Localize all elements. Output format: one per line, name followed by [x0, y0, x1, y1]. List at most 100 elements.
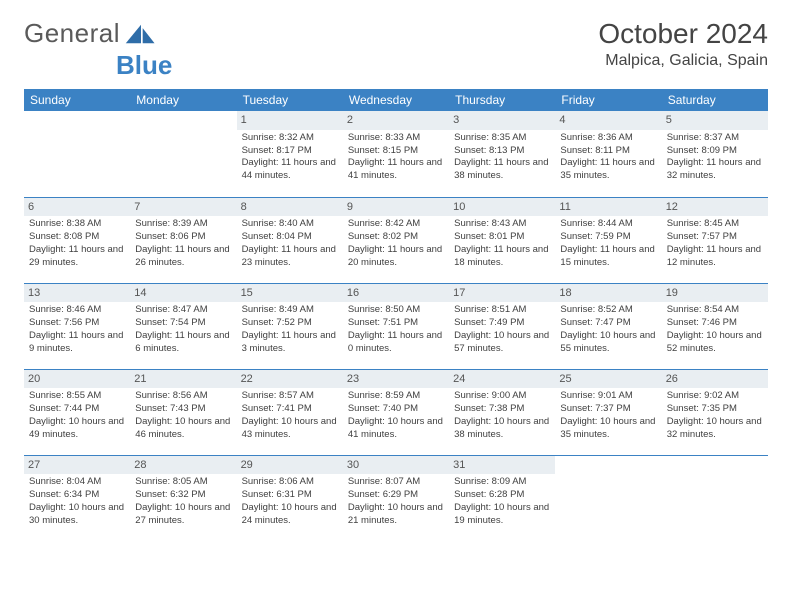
day-details: Sunrise: 9:02 AMSunset: 7:35 PMDaylight:…: [667, 390, 763, 441]
calendar-cell: 30Sunrise: 8:07 AMSunset: 6:29 PMDayligh…: [343, 455, 449, 541]
day-details: Sunrise: 8:40 AMSunset: 8:04 PMDaylight:…: [242, 218, 338, 269]
calendar-cell: 14Sunrise: 8:47 AMSunset: 7:54 PMDayligh…: [130, 283, 236, 369]
day-details: Sunrise: 9:00 AMSunset: 7:38 PMDaylight:…: [454, 390, 550, 441]
day-details: Sunrise: 8:33 AMSunset: 8:15 PMDaylight:…: [348, 132, 444, 183]
day-details: Sunrise: 8:57 AMSunset: 7:41 PMDaylight:…: [242, 390, 338, 441]
day-number: 8: [237, 198, 343, 217]
calendar-cell: 24Sunrise: 9:00 AMSunset: 7:38 PMDayligh…: [449, 369, 555, 455]
logo: General: [24, 18, 162, 49]
day-number: 16: [343, 284, 449, 303]
day-number: 20: [24, 370, 130, 389]
day-number: 9: [343, 198, 449, 217]
day-details: Sunrise: 8:45 AMSunset: 7:57 PMDaylight:…: [667, 218, 763, 269]
day-number: 22: [237, 370, 343, 389]
day-details: Sunrise: 8:04 AMSunset: 6:34 PMDaylight:…: [29, 476, 125, 527]
day-number: 10: [449, 198, 555, 217]
day-number: 4: [555, 111, 661, 130]
day-number: 30: [343, 456, 449, 475]
page: General October 2024 Malpica, Galicia, S…: [0, 0, 792, 612]
day-number: 2: [343, 111, 449, 130]
logo-text-1: General: [24, 18, 120, 49]
day-details: Sunrise: 8:43 AMSunset: 8:01 PMDaylight:…: [454, 218, 550, 269]
calendar-cell: 17Sunrise: 8:51 AMSunset: 7:49 PMDayligh…: [449, 283, 555, 369]
day-number: 21: [130, 370, 236, 389]
day-details: Sunrise: 8:46 AMSunset: 7:56 PMDaylight:…: [29, 304, 125, 355]
calendar-cell: 8Sunrise: 8:40 AMSunset: 8:04 PMDaylight…: [237, 197, 343, 283]
calendar-cell: .: [130, 111, 236, 197]
calendar-cell: 27Sunrise: 8:04 AMSunset: 6:34 PMDayligh…: [24, 455, 130, 541]
calendar-cell: 1 Sunrise: 8:32 AMSunset: 8:17 PMDaylight…: [237, 111, 343, 197]
calendar-cell: 28Sunrise: 8:05 AMSunset: 6:32 PMDayligh…: [130, 455, 236, 541]
day-number: 1: [237, 111, 343, 130]
calendar-cell: 25Sunrise: 9:01 AMSunset: 7:37 PMDayligh…: [555, 369, 661, 455]
day-details: Sunrise: 9:01 AMSunset: 7:37 PMDaylight:…: [560, 390, 656, 441]
day-number: 7: [130, 198, 236, 217]
calendar-cell: 7Sunrise: 8:39 AMSunset: 8:06 PMDaylight…: [130, 197, 236, 283]
calendar-cell: 5Sunrise: 8:37 AMSunset: 8:09 PMDaylight…: [662, 111, 768, 197]
calendar-cell: 10Sunrise: 8:43 AMSunset: 8:01 PMDayligh…: [449, 197, 555, 283]
day-details: Sunrise: 8:59 AMSunset: 7:40 PMDaylight:…: [348, 390, 444, 441]
day-header: Friday: [555, 89, 661, 111]
page-title: October 2024: [598, 18, 768, 50]
day-details: Sunrise: 8:09 AMSunset: 6:28 PMDaylight:…: [454, 476, 550, 527]
calendar-cell: .: [662, 455, 768, 541]
calendar-cell: 21Sunrise: 8:56 AMSunset: 7:43 PMDayligh…: [130, 369, 236, 455]
calendar-cell: 4 Sunrise: 8:36 AMSunset: 8:11 PMDaylight…: [555, 111, 661, 197]
day-details: Sunrise: 8:32 AMSunset: 8:17 PMDaylight:…: [242, 132, 338, 183]
day-number: 19: [662, 284, 768, 303]
day-number: 3: [449, 111, 555, 130]
calendar-cell: 22Sunrise: 8:57 AMSunset: 7:41 PMDayligh…: [237, 369, 343, 455]
calendar-cell: 13Sunrise: 8:46 AMSunset: 7:56 PMDayligh…: [24, 283, 130, 369]
day-details: Sunrise: 8:42 AMSunset: 8:02 PMDaylight:…: [348, 218, 444, 269]
calendar-week: ..1Sunrise: 8:32 AMSunset: 8:17 PMDaylig…: [24, 111, 768, 197]
day-number: 29: [237, 456, 343, 475]
day-header: Sunday: [24, 89, 130, 111]
calendar-cell: 12Sunrise: 8:45 AMSunset: 7:57 PMDayligh…: [662, 197, 768, 283]
day-details: Sunrise: 8:54 AMSunset: 7:46 PMDaylight:…: [667, 304, 763, 355]
calendar-cell: 6Sunrise: 8:38 AMSunset: 8:08 PMDaylight…: [24, 197, 130, 283]
day-number: 13: [24, 284, 130, 303]
day-details: Sunrise: 8:06 AMSunset: 6:31 PMDaylight:…: [242, 476, 338, 527]
day-number: 14: [130, 284, 236, 303]
calendar-cell: 16Sunrise: 8:50 AMSunset: 7:51 PMDayligh…: [343, 283, 449, 369]
calendar-table: Sunday Monday Tuesday Wednesday Thursday…: [24, 89, 768, 541]
day-header: Monday: [130, 89, 236, 111]
day-number: 6: [24, 198, 130, 217]
day-header-row: Sunday Monday Tuesday Wednesday Thursday…: [24, 89, 768, 111]
day-details: Sunrise: 8:47 AMSunset: 7:54 PMDaylight:…: [135, 304, 231, 355]
calendar-cell: .: [555, 455, 661, 541]
day-number: 17: [449, 284, 555, 303]
calendar-cell: 9Sunrise: 8:42 AMSunset: 8:02 PMDaylight…: [343, 197, 449, 283]
calendar-week: 6Sunrise: 8:38 AMSunset: 8:08 PMDaylight…: [24, 197, 768, 283]
day-number: 27: [24, 456, 130, 475]
calendar-body: ..1Sunrise: 8:32 AMSunset: 8:17 PMDaylig…: [24, 111, 768, 541]
calendar-cell: 29Sunrise: 8:06 AMSunset: 6:31 PMDayligh…: [237, 455, 343, 541]
calendar-cell: 18Sunrise: 8:52 AMSunset: 7:47 PMDayligh…: [555, 283, 661, 369]
day-number: 5: [662, 111, 768, 130]
logo-sail-icon: [124, 23, 158, 45]
day-details: Sunrise: 8:56 AMSunset: 7:43 PMDaylight:…: [135, 390, 231, 441]
day-number: 25: [555, 370, 661, 389]
day-number: 26: [662, 370, 768, 389]
day-number: 28: [130, 456, 236, 475]
day-number: 31: [449, 456, 555, 475]
day-header: Tuesday: [237, 89, 343, 111]
day-details: Sunrise: 8:36 AMSunset: 8:11 PMDaylight:…: [560, 132, 656, 183]
calendar-cell: 11Sunrise: 8:44 AMSunset: 7:59 PMDayligh…: [555, 197, 661, 283]
day-header: Wednesday: [343, 89, 449, 111]
calendar-week: 13Sunrise: 8:46 AMSunset: 7:56 PMDayligh…: [24, 283, 768, 369]
calendar-cell: 2 Sunrise: 8:33 AMSunset: 8:15 PMDaylight…: [343, 111, 449, 197]
day-details: Sunrise: 8:52 AMSunset: 7:47 PMDaylight:…: [560, 304, 656, 355]
day-number: 24: [449, 370, 555, 389]
day-details: Sunrise: 8:38 AMSunset: 8:08 PMDaylight:…: [29, 218, 125, 269]
calendar-cell: 23Sunrise: 8:59 AMSunset: 7:40 PMDayligh…: [343, 369, 449, 455]
day-number: 15: [237, 284, 343, 303]
day-details: Sunrise: 8:50 AMSunset: 7:51 PMDaylight:…: [348, 304, 444, 355]
day-details: Sunrise: 8:05 AMSunset: 6:32 PMDaylight:…: [135, 476, 231, 527]
calendar-cell: 31Sunrise: 8:09 AMSunset: 6:28 PMDayligh…: [449, 455, 555, 541]
day-number: 12: [662, 198, 768, 217]
day-details: Sunrise: 8:55 AMSunset: 7:44 PMDaylight:…: [29, 390, 125, 441]
day-number: 18: [555, 284, 661, 303]
calendar-week: 20Sunrise: 8:55 AMSunset: 7:44 PMDayligh…: [24, 369, 768, 455]
day-number: 23: [343, 370, 449, 389]
